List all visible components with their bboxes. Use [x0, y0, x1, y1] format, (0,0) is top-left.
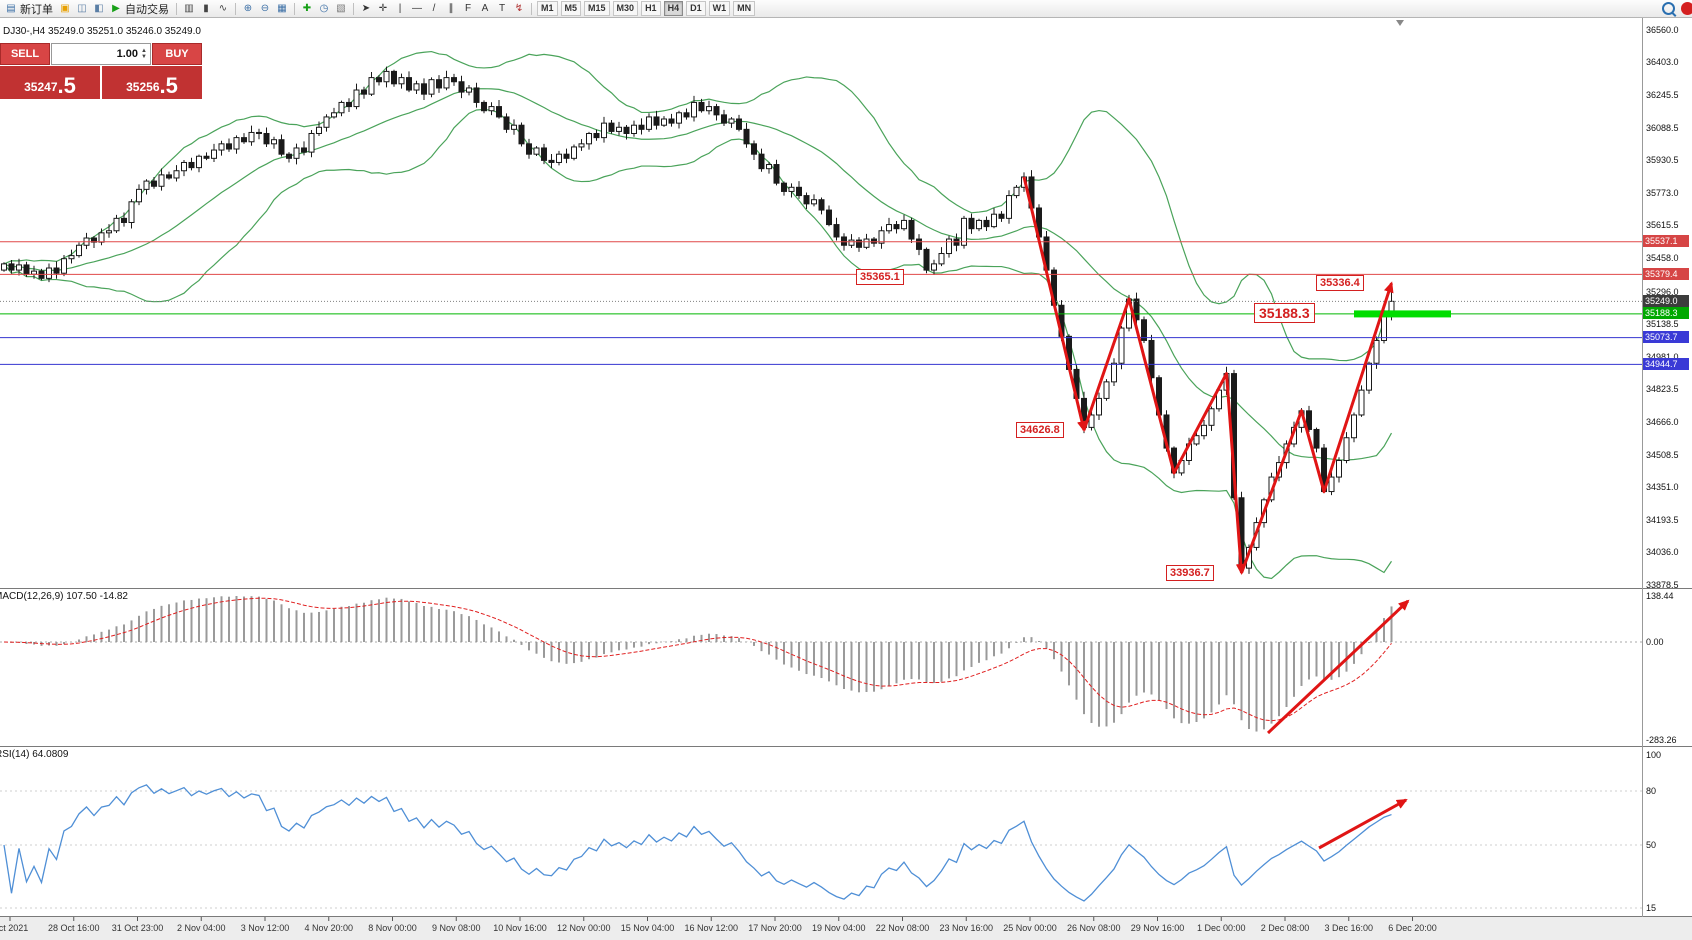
- candles: [1, 66, 1395, 574]
- timeframe-m5-button[interactable]: M5: [560, 1, 582, 16]
- rsi-line: [3, 784, 1392, 902]
- buy-price[interactable]: 35256.5: [102, 66, 202, 99]
- volume-spinner[interactable]: ▲ ▼: [141, 48, 147, 60]
- chart-title: DJ30-,H4 35249.0 35251.0 35246.0 35249.0: [3, 26, 201, 37]
- rsi-trend-arrow[interactable]: [1318, 798, 1408, 850]
- arrows-icon[interactable]: ↯: [514, 2, 524, 14]
- toolbar-items: ▤ 新订单 ▣ ◫ ◧ ▶ 自动交易 ▥ ▮ ∿ ⊕ ⊖ ▦ ✚ ◷ ▧ ➤ ✛ | ― / ∥ F A T ↯ M1 M5 M15 M3…: [3, 1, 1656, 17]
- macd-trend-arrow[interactable]: [1266, 599, 1410, 735]
- mql-community-icon[interactable]: ▣: [60, 2, 70, 14]
- trade-panel-prices-row: 35247.5 35256.5: [0, 66, 202, 99]
- timeframe-mn-button[interactable]: MN: [733, 1, 756, 16]
- timeframe-h4-button[interactable]: H4: [663, 1, 684, 16]
- bollinger-bands: [3, 50, 1393, 580]
- toolbar-separator: [531, 2, 532, 15]
- buy-price-frac: .5: [159, 73, 178, 98]
- timeframe-d1-button[interactable]: D1: [686, 1, 706, 16]
- zoom-out-icon[interactable]: ⊖: [260, 2, 270, 14]
- auto-trading-icon[interactable]: ▶: [112, 2, 120, 14]
- label-icon[interactable]: T: [498, 2, 506, 14]
- macd-signal-line: [3, 597, 1392, 722]
- tile-windows-icon[interactable]: ▦: [277, 2, 287, 14]
- line-chart-icon[interactable]: ∿: [218, 2, 228, 14]
- toolbar-separator: [176, 2, 177, 15]
- sell-price[interactable]: 35247.5: [0, 66, 100, 99]
- equidistant-channel-icon[interactable]: ∥: [448, 2, 454, 14]
- trend-arrow[interactable]: [1240, 281, 1394, 574]
- spinner-up-icon[interactable]: ▲: [141, 48, 147, 54]
- timeframe-h1-button[interactable]: H1: [641, 1, 661, 16]
- trend-arrow[interactable]: [1082, 297, 1246, 575]
- volume-input[interactable]: 1.00 ▲ ▼: [51, 43, 151, 65]
- annotation-swing-low-1[interactable]: 34626.8: [1016, 422, 1064, 438]
- new-order-icon[interactable]: ▤: [6, 2, 16, 14]
- rsi-label: RSI(14) 64.0809: [0, 749, 69, 760]
- trend-arrow[interactable]: [1022, 176, 1087, 433]
- macd-label: MACD(12,26,9) 107.50 -14.82: [0, 591, 128, 602]
- navigator-icon[interactable]: ◧: [94, 2, 104, 14]
- cursor-icon[interactable]: ➤: [361, 2, 371, 14]
- buy-price-main: 35256: [126, 80, 160, 94]
- search-icon[interactable]: [1662, 2, 1675, 15]
- text-icon[interactable]: A: [481, 2, 489, 14]
- sell-price-frac: .5: [57, 73, 76, 98]
- toolbar-right: [1662, 2, 1692, 15]
- alert-badge-icon[interactable]: [1681, 2, 1692, 15]
- time-axis-strip: [0, 917, 1692, 940]
- timeframe-m30-button[interactable]: M30: [612, 1, 639, 16]
- indicators-icon[interactable]: ✚: [302, 2, 312, 14]
- horizontal-line-icon[interactable]: ―: [412, 2, 422, 14]
- market-watch-icon[interactable]: ◫: [77, 2, 87, 14]
- annotation-swing-low-2[interactable]: 33936.7: [1166, 565, 1214, 581]
- new-order-label[interactable]: 新订单: [20, 3, 53, 16]
- annotation-swing-high-final[interactable]: 35336.4: [1316, 275, 1364, 291]
- zoom-in-icon[interactable]: ⊕: [243, 2, 253, 14]
- fibonacci-icon[interactable]: F: [464, 2, 472, 14]
- toolbar-separator: [235, 2, 236, 15]
- auto-trading-label[interactable]: 自动交易: [125, 3, 169, 16]
- timeframe-w1-button[interactable]: W1: [708, 1, 731, 16]
- volume-value: 1.00: [116, 48, 139, 60]
- vertical-line-icon[interactable]: |: [398, 2, 402, 14]
- annotation-entry-level[interactable]: 35188.3: [1254, 303, 1315, 323]
- buy-button[interactable]: BUY: [152, 43, 202, 65]
- timeframe-m15-button[interactable]: M15: [584, 1, 610, 16]
- entry-zone-bar[interactable]: [1354, 310, 1451, 318]
- sell-button[interactable]: SELL: [0, 43, 50, 65]
- toolbar-separator: [353, 2, 354, 15]
- timeframe-m1-button[interactable]: M1: [537, 1, 558, 16]
- bar-chart-icon[interactable]: ▥: [184, 2, 194, 14]
- one-click-trading-panel: SELL 1.00 ▲ ▼ BUY 35247.5 35256.5: [0, 43, 202, 99]
- periods-icon[interactable]: ◷: [319, 2, 329, 14]
- annotation-resistance-touch[interactable]: 35365.1: [856, 269, 904, 285]
- toolbar: ▤ 新订单 ▣ ◫ ◧ ▶ 自动交易 ▥ ▮ ∿ ⊕ ⊖ ▦ ✚ ◷ ▧ ➤ ✛ | ― / ∥ F A T ↯ M1 M5 M15 M3…: [0, 0, 1692, 18]
- sell-price-main: 35247: [24, 80, 58, 94]
- trendline-icon[interactable]: /: [432, 2, 436, 14]
- toolbar-separator: [294, 2, 295, 15]
- macd-histogram: [10, 596, 1393, 732]
- spinner-down-icon[interactable]: ▼: [141, 54, 147, 60]
- crosshair-icon[interactable]: ✛: [378, 2, 388, 14]
- trade-panel-buttons-row: SELL 1.00 ▲ ▼ BUY: [0, 43, 202, 65]
- candlestick-chart-icon[interactable]: ▮: [203, 2, 209, 14]
- templates-icon[interactable]: ▧: [336, 2, 346, 14]
- chart-shift-marker-icon[interactable]: [1396, 20, 1404, 26]
